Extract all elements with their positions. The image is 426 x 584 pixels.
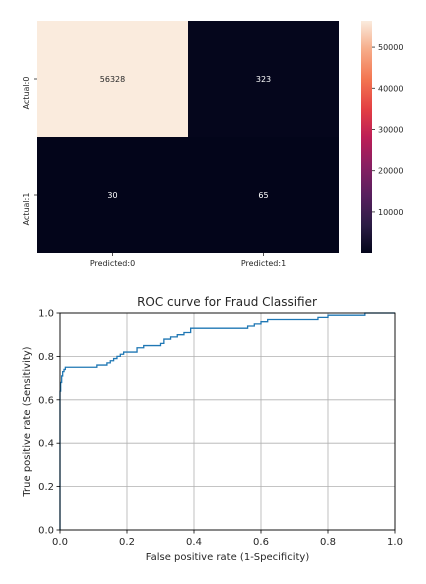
heatmap-row-label: Actual:1 xyxy=(22,193,31,226)
heatmap-cell-actual0-pred0 xyxy=(37,21,188,137)
y-tick-label: 1.0 xyxy=(38,309,54,320)
x-tick-label: 0.6 xyxy=(253,537,269,548)
y-tick-label: 0.2 xyxy=(38,482,54,493)
x-tick-label: 0.2 xyxy=(119,537,135,548)
x-axis-label: False positive rate (1-Specificity) xyxy=(146,552,310,563)
y-tick-label: 0.8 xyxy=(38,352,54,363)
heatmap-col-label: Predicted:0 xyxy=(90,259,135,268)
confusion-matrix-heatmap: 56328 323 30 65 Actual:0 Actual:1 Predic… xyxy=(22,21,339,268)
heatmap-cell-actual1-pred1 xyxy=(188,137,339,253)
heatmap-cell-value: 323 xyxy=(256,75,271,84)
heatmap-row-label: Actual:0 xyxy=(22,77,31,110)
colorbar-gradient xyxy=(361,21,372,253)
y-tick-label: 0.4 xyxy=(38,439,54,450)
heatmap-cell-actual0-pred1 xyxy=(188,21,339,137)
plot-frame xyxy=(59,312,396,531)
x-tick-label: 1.0 xyxy=(387,537,403,548)
colorbar-tick-label: 30000 xyxy=(378,125,403,134)
colorbar-tick-label: 40000 xyxy=(378,84,403,93)
colorbar-tick-label: 10000 xyxy=(378,208,403,217)
heatmap-cell-value: 30 xyxy=(107,191,117,200)
y-axis-label: True positive rate (Sensitivity) xyxy=(22,346,33,497)
colorbar-tick-label: 20000 xyxy=(378,167,403,176)
heatmap-colorbar: 10000 20000 30000 40000 50000 xyxy=(361,21,403,253)
y-tick-label: 0.6 xyxy=(38,395,54,406)
x-tick-label: 0.8 xyxy=(320,537,336,548)
y-tick-label: 0.0 xyxy=(38,526,54,537)
plot-area xyxy=(60,313,395,530)
heatmap-cell-value: 56328 xyxy=(100,75,125,84)
roc-chart: ROC curve for Fraud Classifier 0.0 0.2 0.4… xyxy=(22,295,403,563)
x-tick-label: 0.0 xyxy=(52,537,68,548)
heatmap-cell-actual1-pred0 xyxy=(37,137,188,253)
chart-title: ROC curve for Fraud Classifier xyxy=(137,295,317,309)
heatmap-col-label: Predicted:1 xyxy=(241,259,286,268)
colorbar-tick-label: 50000 xyxy=(378,43,403,52)
roc-curve-line xyxy=(59,312,395,530)
heatmap-cell-value: 65 xyxy=(258,191,268,200)
x-tick-label: 0.4 xyxy=(186,537,202,548)
